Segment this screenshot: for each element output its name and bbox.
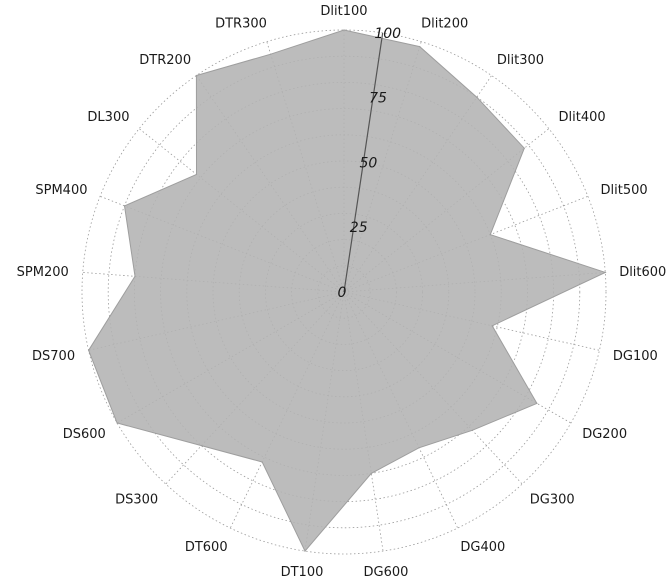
category-label: DTR200 [139, 53, 191, 68]
data-point [270, 53, 272, 55]
data-point [134, 275, 136, 277]
data-layer [88, 29, 607, 553]
data-point [471, 429, 473, 431]
radial-tick-label: 75 [369, 91, 387, 107]
category-label: Dlit600 [619, 265, 666, 280]
data-point [523, 147, 525, 149]
data-point [123, 205, 126, 207]
category-label: DT600 [185, 540, 228, 555]
data-point [370, 472, 372, 474]
category-label: DG200 [582, 427, 627, 442]
category-label: Dlit400 [559, 110, 606, 125]
data-point [343, 29, 345, 31]
data-point [536, 402, 538, 404]
data-point [476, 96, 478, 98]
radial-tick-label: 50 [359, 155, 377, 171]
category-label: SPM400 [35, 183, 87, 198]
data-point [200, 445, 202, 447]
category-label: DL300 [87, 110, 129, 125]
category-label: DS700 [32, 349, 75, 364]
data-point [491, 325, 493, 327]
category-label-layer: Dlit100 Dlit200 Dlit300 Dlit400 Dlit500 Dlit6… [17, 4, 666, 580]
data-point [195, 173, 198, 175]
data-point [261, 461, 263, 463]
data-point [604, 271, 606, 273]
category-label: Dlit500 [601, 183, 648, 198]
radial-tick-label: 100 [374, 26, 401, 42]
series-area [88, 29, 607, 553]
radial-axis-line [343, 32, 384, 293]
category-label: DG600 [364, 565, 409, 580]
category-label: Dlit300 [497, 53, 544, 68]
category-label: DTR300 [215, 17, 267, 32]
radial-tick-label: 25 [350, 220, 368, 236]
category-label: DG300 [530, 493, 575, 508]
category-label: Dlit100 [320, 4, 367, 19]
category-label: DT100 [281, 565, 324, 580]
radial-axis-layer: 0 25 50 75 100 [338, 26, 402, 301]
grid-ring [81, 29, 607, 555]
category-label: DS600 [63, 427, 106, 442]
category-label: Dlit200 [421, 17, 468, 32]
data-point [88, 349, 90, 351]
radial-tick-label: 0 [338, 285, 347, 301]
data-point [304, 550, 306, 552]
category-label: SPM200 [17, 265, 69, 280]
category-label: DG400 [460, 540, 505, 555]
data-point [418, 447, 420, 449]
data-point [419, 46, 421, 48]
grid-ring [107, 55, 581, 529]
data-point [195, 74, 197, 77]
data-point [489, 234, 491, 236]
data-point [116, 422, 118, 424]
category-label: DG100 [613, 349, 658, 364]
category-label: DS300 [115, 493, 158, 508]
